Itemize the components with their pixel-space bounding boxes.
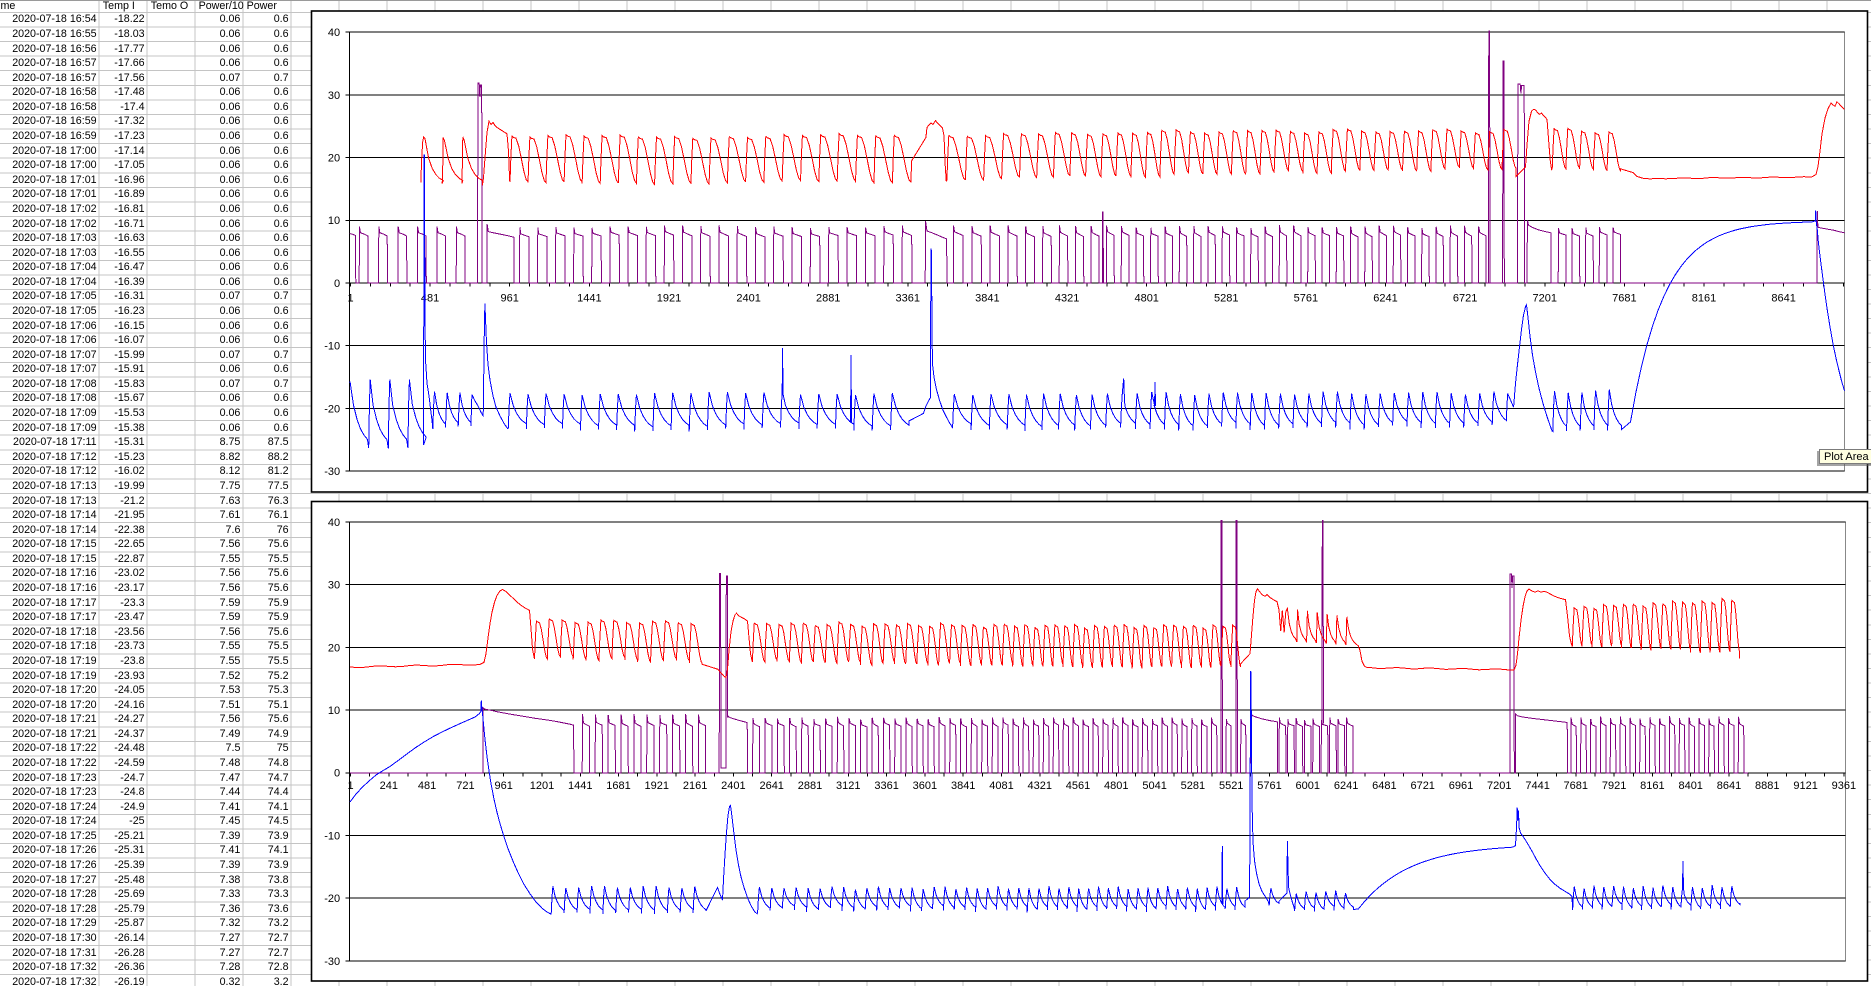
svg-text:5761: 5761 [1257,780,1281,792]
svg-text:7201: 7201 [1487,780,1511,792]
svg-text:8641: 8641 [1717,780,1741,792]
svg-text:721: 721 [456,780,474,792]
svg-text:3841: 3841 [975,293,999,305]
svg-text:4801: 4801 [1104,780,1128,792]
svg-text:961: 961 [501,293,519,305]
svg-text:6961: 6961 [1449,780,1473,792]
svg-text:1921: 1921 [657,293,681,305]
svg-text:481: 481 [418,780,436,792]
svg-text:8881: 8881 [1755,780,1779,792]
svg-text:1: 1 [347,780,353,792]
svg-text:-30: -30 [324,956,340,968]
svg-text:2881: 2881 [798,780,822,792]
svg-text:20: 20 [328,642,340,654]
svg-text:241: 241 [380,780,398,792]
svg-text:8641: 8641 [1771,293,1795,305]
svg-text:5281: 5281 [1181,780,1205,792]
svg-text:0: 0 [334,278,340,290]
svg-text:6481: 6481 [1372,780,1396,792]
svg-text:1: 1 [347,293,353,305]
svg-text:-30: -30 [324,466,340,478]
svg-text:2161: 2161 [683,780,707,792]
svg-text:7921: 7921 [1602,780,1626,792]
svg-text:1441: 1441 [568,780,592,792]
svg-text:3121: 3121 [836,780,860,792]
svg-text:4321: 4321 [1055,293,1079,305]
svg-text:4321: 4321 [1028,780,1052,792]
svg-text:40: 40 [328,27,340,39]
svg-text:30: 30 [328,90,340,102]
svg-text:8401: 8401 [1678,780,1702,792]
svg-text:0: 0 [334,768,340,780]
svg-text:6721: 6721 [1410,780,1434,792]
svg-text:6241: 6241 [1373,293,1397,305]
svg-text:7441: 7441 [1525,780,1549,792]
svg-text:30: 30 [328,580,340,592]
svg-text:481: 481 [421,293,439,305]
svg-text:5521: 5521 [1219,780,1243,792]
svg-text:2881: 2881 [816,293,840,305]
svg-text:8161: 8161 [1692,293,1716,305]
svg-text:8161: 8161 [1640,780,1664,792]
svg-text:7681: 7681 [1564,780,1588,792]
svg-text:-10: -10 [324,341,340,353]
svg-text:5281: 5281 [1214,293,1238,305]
svg-text:3601: 3601 [913,780,937,792]
svg-text:6241: 6241 [1334,780,1358,792]
svg-text:5761: 5761 [1294,293,1318,305]
svg-text:10: 10 [328,705,340,717]
svg-text:5041: 5041 [1142,780,1166,792]
svg-text:10: 10 [328,215,340,227]
svg-text:-20: -20 [324,893,340,905]
svg-text:2641: 2641 [759,780,783,792]
svg-text:2401: 2401 [736,293,760,305]
svg-text:20: 20 [328,153,340,165]
svg-text:4801: 4801 [1134,293,1158,305]
svg-text:4081: 4081 [989,780,1013,792]
svg-text:1201: 1201 [530,780,554,792]
svg-text:7681: 7681 [1612,293,1636,305]
svg-text:4561: 4561 [1066,780,1090,792]
svg-text:1441: 1441 [577,293,601,305]
svg-text:6721: 6721 [1453,293,1477,305]
svg-text:-10: -10 [324,830,340,842]
svg-text:1921: 1921 [645,780,669,792]
svg-text:7201: 7201 [1533,293,1557,305]
svg-text:3361: 3361 [874,780,898,792]
svg-text:40: 40 [328,517,340,529]
svg-text:1681: 1681 [606,780,630,792]
svg-text:3361: 3361 [896,293,920,305]
svg-text:-20: -20 [324,403,340,415]
svg-text:9121: 9121 [1793,780,1817,792]
svg-text:2401: 2401 [721,780,745,792]
svg-text:6001: 6001 [1296,780,1320,792]
svg-text:961: 961 [495,780,513,792]
svg-text:9361: 9361 [1832,780,1856,792]
svg-text:3841: 3841 [951,780,975,792]
